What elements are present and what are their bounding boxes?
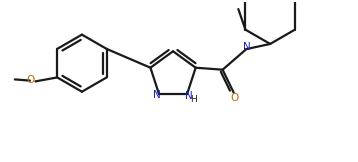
Text: N: N [185,91,193,101]
Text: N: N [243,42,251,52]
Text: N: N [153,90,161,100]
Text: H: H [190,95,197,104]
Text: O: O [230,93,238,103]
Text: O: O [26,75,35,85]
